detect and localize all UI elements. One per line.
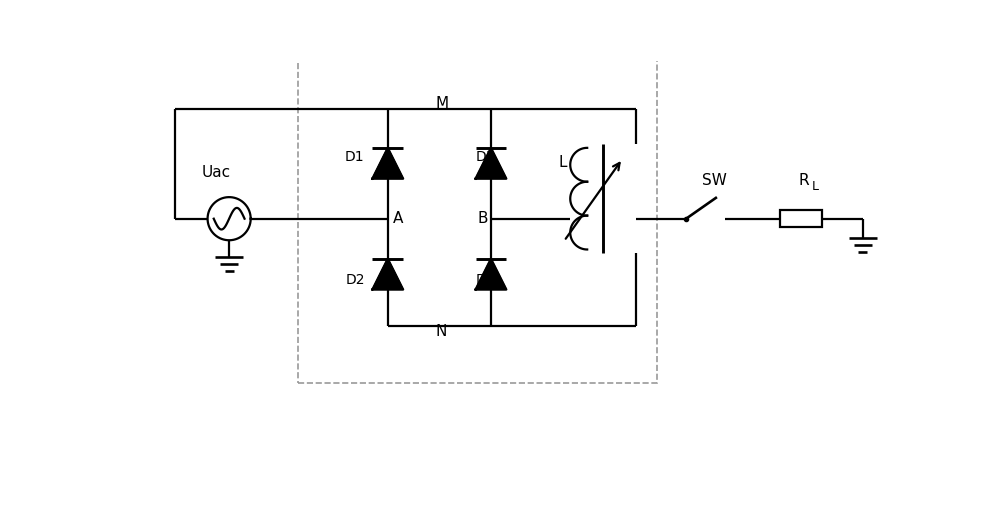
Text: A: A xyxy=(393,211,404,226)
Text: L: L xyxy=(812,180,819,193)
Text: D2: D2 xyxy=(345,273,365,287)
Text: M: M xyxy=(435,96,448,111)
Polygon shape xyxy=(372,148,403,178)
Text: R: R xyxy=(798,173,809,188)
Text: SW: SW xyxy=(702,173,727,188)
Text: D1: D1 xyxy=(345,150,365,164)
Text: L: L xyxy=(558,155,567,170)
Polygon shape xyxy=(372,259,403,289)
Text: B: B xyxy=(478,211,488,226)
Bar xyxy=(780,210,822,227)
Text: D3: D3 xyxy=(476,150,495,164)
Bar xyxy=(298,52,657,383)
Text: Uac: Uac xyxy=(201,165,231,180)
Polygon shape xyxy=(476,259,506,289)
Polygon shape xyxy=(476,148,506,178)
Text: D4: D4 xyxy=(476,273,495,287)
Text: N: N xyxy=(436,324,447,339)
